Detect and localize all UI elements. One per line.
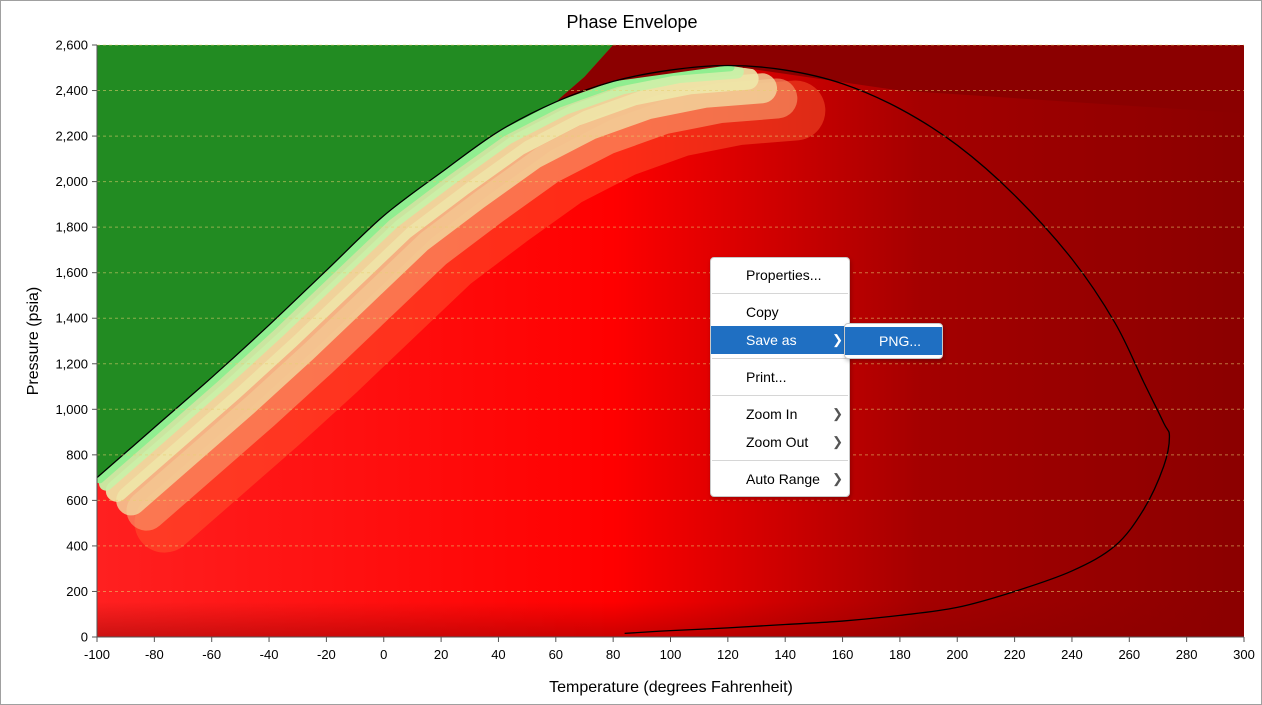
x-axis-title: Temperature (degrees Fahrenheit) [549,679,793,696]
menu-item-copy[interactable]: Copy [711,298,849,326]
menu-item-copy-label: Copy [746,304,779,320]
chevron-right-icon: ❯ [832,465,843,493]
menu-item-auto-range[interactable]: Auto Range ❯ [711,465,849,493]
y-tick-label: 2,400 [55,83,88,98]
x-tick-label: 240 [1061,647,1083,662]
y-tick-label: 2,600 [55,38,88,53]
x-tick-label: 80 [606,647,620,662]
y-tick-label: 1,200 [55,356,88,371]
x-tick-label: -40 [260,647,279,662]
menu-item-print[interactable]: Print... [711,363,849,391]
chevron-right-icon: ❯ [832,428,843,456]
menu-separator [712,395,848,396]
x-tick-label: 260 [1118,647,1140,662]
menu-separator [712,460,848,461]
menu-item-save-as[interactable]: Save as ❯ [711,326,849,354]
x-tick-label: 140 [774,647,796,662]
y-tick-label: 1,600 [55,265,88,280]
save-as-submenu: PNG... [844,323,943,359]
x-tick-label: -100 [84,647,110,662]
menu-item-zoom-out-label: Zoom Out [746,434,808,450]
x-tick-label: -20 [317,647,336,662]
x-tick-label: -60 [202,647,221,662]
menu-item-zoom-out[interactable]: Zoom Out ❯ [711,428,849,456]
menu-item-zoom-in[interactable]: Zoom In ❯ [711,400,849,428]
chevron-right-icon: ❯ [832,326,843,354]
menu-separator [712,358,848,359]
y-axis-title: Pressure (psia) [25,287,42,395]
y-tick-label: 400 [66,538,88,553]
x-tick-label: 20 [434,647,448,662]
y-tick-label: 200 [66,584,88,599]
y-tick-label: 0 [81,630,88,645]
menu-item-png[interactable]: PNG... [845,327,942,355]
x-tick-label: 160 [832,647,854,662]
y-tick-label: 800 [66,447,88,462]
y-tick-label: 600 [66,493,88,508]
chevron-right-icon: ❯ [832,400,843,428]
x-tick-label: 0 [380,647,387,662]
y-tick-label: 1,400 [55,311,88,326]
y-tick-label: 1,800 [55,220,88,235]
x-tick-label: 100 [660,647,682,662]
x-tick-label: 120 [717,647,739,662]
y-tick-label: 1,000 [55,402,88,417]
y-tick-label: 2,200 [55,129,88,144]
x-tick-label: 220 [1004,647,1026,662]
x-tick-label: 60 [549,647,563,662]
x-tick-label: 300 [1233,647,1255,662]
menu-item-zoom-in-label: Zoom In [746,406,797,422]
menu-separator [712,293,848,294]
y-tick-label: 2,000 [55,174,88,189]
x-tick-label: -80 [145,647,164,662]
menu-item-save-as-label: Save as [746,332,797,348]
x-tick-label: 200 [946,647,968,662]
menu-item-auto-range-label: Auto Range [746,471,820,487]
menu-item-properties[interactable]: Properties... [711,261,849,289]
x-tick-label: 40 [491,647,505,662]
chart-title: Phase Envelope [566,12,697,32]
x-tick-label: 180 [889,647,911,662]
context-menu: Properties... Copy Save as ❯ Print... Zo… [710,257,850,497]
menu-item-print-label: Print... [746,369,786,385]
x-tick-label: 280 [1176,647,1198,662]
